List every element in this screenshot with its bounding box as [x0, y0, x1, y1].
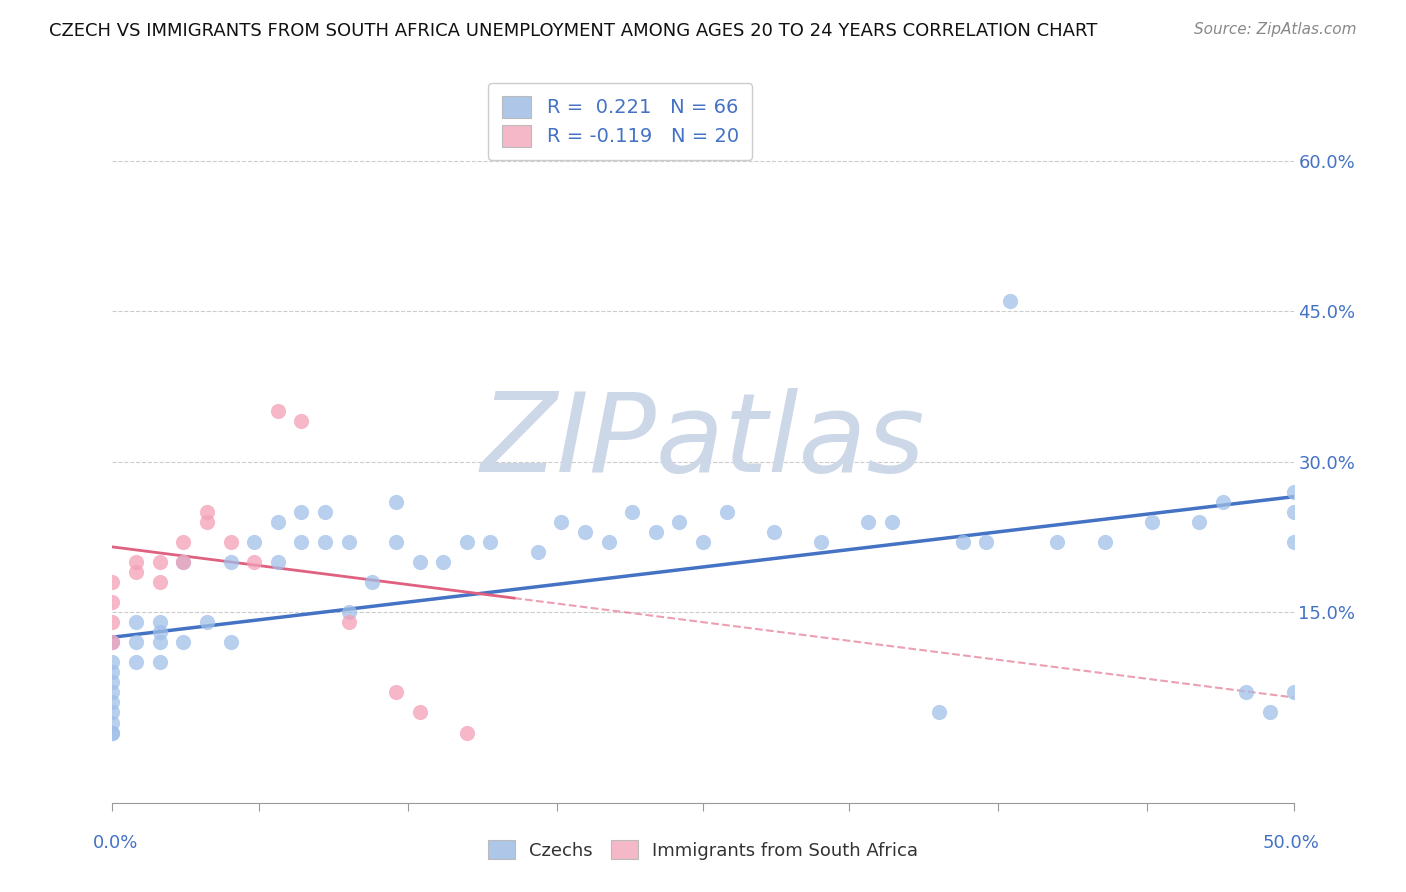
- Point: [928, 706, 950, 720]
- Point: [101, 655, 124, 669]
- Point: [172, 535, 194, 549]
- Point: [101, 595, 124, 609]
- Legend: Czechs, Immigrants from South Africa: Czechs, Immigrants from South Africa: [481, 832, 925, 867]
- Point: [101, 715, 124, 730]
- Point: [101, 675, 124, 690]
- Point: [644, 524, 666, 539]
- Point: [219, 535, 242, 549]
- Text: Source: ZipAtlas.com: Source: ZipAtlas.com: [1194, 22, 1357, 37]
- Point: [1140, 515, 1163, 529]
- Point: [125, 635, 148, 649]
- Point: [101, 615, 124, 630]
- Point: [526, 545, 548, 559]
- Point: [149, 655, 172, 669]
- Point: [101, 575, 124, 590]
- Point: [337, 615, 360, 630]
- Point: [314, 505, 336, 519]
- Point: [195, 615, 218, 630]
- Point: [219, 635, 242, 649]
- Point: [1046, 535, 1069, 549]
- Point: [479, 535, 502, 549]
- Text: CZECH VS IMMIGRANTS FROM SOUTH AFRICA UNEMPLOYMENT AMONG AGES 20 TO 24 YEARS COR: CZECH VS IMMIGRANTS FROM SOUTH AFRICA UN…: [49, 22, 1098, 40]
- Point: [621, 505, 644, 519]
- Point: [998, 294, 1021, 309]
- Point: [574, 524, 596, 539]
- Point: [385, 494, 408, 508]
- Point: [385, 685, 408, 699]
- Point: [101, 696, 124, 710]
- Point: [267, 555, 290, 569]
- Point: [267, 404, 290, 418]
- Point: [172, 555, 194, 569]
- Point: [243, 535, 266, 549]
- Point: [810, 535, 832, 549]
- Point: [125, 615, 148, 630]
- Point: [432, 555, 454, 569]
- Point: [692, 535, 714, 549]
- Text: 50.0%: 50.0%: [1263, 834, 1319, 852]
- Point: [101, 665, 124, 680]
- Point: [267, 515, 290, 529]
- Point: [858, 515, 880, 529]
- Point: [101, 635, 124, 649]
- Text: ZIPatlas: ZIPatlas: [481, 388, 925, 495]
- Point: [1212, 494, 1234, 508]
- Point: [290, 414, 312, 429]
- Point: [101, 706, 124, 720]
- Point: [125, 655, 148, 669]
- Point: [101, 685, 124, 699]
- Point: [172, 635, 194, 649]
- Point: [1282, 505, 1305, 519]
- Point: [385, 535, 408, 549]
- Point: [290, 535, 312, 549]
- Point: [408, 555, 430, 569]
- Legend: R =  0.221   N = 66, R = -0.119   N = 20: R = 0.221 N = 66, R = -0.119 N = 20: [488, 83, 752, 161]
- Point: [172, 555, 194, 569]
- Point: [125, 555, 148, 569]
- Point: [408, 706, 430, 720]
- Point: [290, 505, 312, 519]
- Point: [880, 515, 903, 529]
- Point: [149, 615, 172, 630]
- Point: [337, 605, 360, 619]
- Point: [1282, 535, 1305, 549]
- Point: [456, 725, 478, 739]
- Text: 0.0%: 0.0%: [93, 834, 138, 852]
- Point: [1188, 515, 1211, 529]
- Point: [1094, 535, 1116, 549]
- Point: [149, 625, 172, 640]
- Point: [456, 535, 478, 549]
- Point: [314, 535, 336, 549]
- Point: [243, 555, 266, 569]
- Point: [1282, 685, 1305, 699]
- Point: [149, 555, 172, 569]
- Point: [1258, 706, 1281, 720]
- Point: [550, 515, 572, 529]
- Point: [149, 575, 172, 590]
- Point: [952, 535, 974, 549]
- Point: [195, 505, 218, 519]
- Point: [125, 565, 148, 579]
- Point: [101, 725, 124, 739]
- Point: [716, 505, 738, 519]
- Point: [149, 635, 172, 649]
- Point: [361, 575, 384, 590]
- Point: [195, 515, 218, 529]
- Point: [762, 524, 785, 539]
- Point: [1234, 685, 1257, 699]
- Point: [219, 555, 242, 569]
- Point: [598, 535, 620, 549]
- Point: [101, 635, 124, 649]
- Point: [101, 725, 124, 739]
- Point: [668, 515, 690, 529]
- Point: [1282, 484, 1305, 499]
- Point: [976, 535, 998, 549]
- Point: [337, 535, 360, 549]
